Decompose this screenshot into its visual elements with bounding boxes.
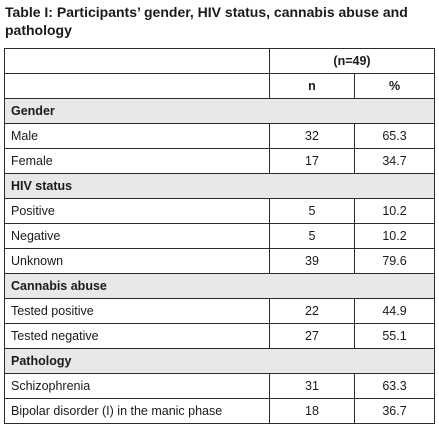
header-percent: % (353, 73, 436, 99)
row-percent: 63.3 (353, 373, 436, 399)
row-label: Unknown (4, 248, 270, 274)
row-percent: 36.7 (353, 398, 436, 424)
row-percent: 55.1 (353, 323, 436, 349)
row-count: 32 (269, 123, 355, 149)
table-row: Tested negative 27 55.1 (4, 323, 436, 349)
row-count: 18 (269, 398, 355, 424)
row-count: 5 (269, 223, 355, 249)
row-label: Tested negative (4, 323, 270, 349)
section-title: HIV status (3, 173, 436, 199)
section-title: Cannabis abuse (3, 273, 436, 299)
table-row: Female 17 34.7 (4, 148, 436, 174)
row-label: Bipolar disorder (I) in the manic phase (4, 398, 270, 424)
row-percent: 79.6 (353, 248, 436, 274)
row-percent: 65.3 (353, 123, 436, 149)
row-label: Negative (4, 223, 270, 249)
section-row: HIV status (3, 173, 436, 199)
table-row: Positive 5 10.2 (4, 198, 436, 224)
row-count: 5 (269, 198, 355, 224)
header-n: n (269, 73, 355, 99)
row-label: Female (4, 148, 270, 174)
table-row: Negative 5 10.2 (4, 223, 436, 249)
header-row-columns: n % (4, 73, 436, 99)
row-label: Tested positive (4, 298, 270, 324)
table-row: Tested positive 22 44.9 (4, 298, 436, 324)
participants-table: (n=49) n % Gender Male 32 65.3 Female 17 34.7 H… (3, 48, 436, 424)
row-count: 27 (269, 323, 355, 349)
table-row: Male 32 65.3 (4, 123, 436, 149)
row-label: Male (4, 123, 270, 149)
header-empty-cell (4, 73, 270, 99)
row-percent: 34.7 (353, 148, 436, 174)
table-caption: Table I: Participants’ gender, HIV statu… (5, 4, 408, 38)
row-percent: 44.9 (353, 298, 436, 324)
row-count: 39 (269, 248, 355, 274)
header-row-total: (n=49) (4, 48, 436, 74)
table-row: Bipolar disorder (I) in the manic phase 1… (4, 398, 436, 424)
header-empty-cell (4, 48, 270, 74)
section-title: Pathology (3, 348, 436, 374)
header-total: (n=49) (268, 48, 436, 74)
row-count: 31 (269, 373, 355, 399)
section-row: Gender (3, 98, 436, 124)
section-row: Cannabis abuse (3, 273, 436, 299)
row-count: 17 (269, 148, 355, 174)
section-row: Pathology (3, 348, 436, 374)
row-count: 22 (269, 298, 355, 324)
row-percent: 10.2 (353, 198, 436, 224)
table-row: Schizophrenia 31 63.3 (4, 373, 436, 399)
row-label: Positive (4, 198, 270, 224)
section-title: Gender (3, 98, 436, 124)
table-row: Unknown 39 79.6 (4, 248, 436, 274)
row-percent: 10.2 (353, 223, 436, 249)
row-label: Schizophrenia (4, 373, 270, 399)
